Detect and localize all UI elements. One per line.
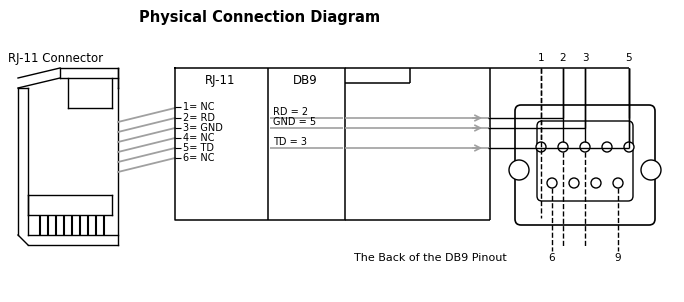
Text: 2= RD: 2= RD xyxy=(183,113,215,123)
Text: RJ-11 Connector: RJ-11 Connector xyxy=(8,52,103,65)
Text: RJ-11: RJ-11 xyxy=(205,74,235,87)
FancyBboxPatch shape xyxy=(537,121,633,201)
Text: 5= TD: 5= TD xyxy=(183,143,214,153)
Text: 4= NC: 4= NC xyxy=(183,133,215,143)
FancyBboxPatch shape xyxy=(515,105,655,225)
Text: 3: 3 xyxy=(581,53,588,63)
Text: 9: 9 xyxy=(615,253,621,263)
Text: 5: 5 xyxy=(626,53,632,63)
Circle shape xyxy=(591,178,601,188)
Text: RD = 2: RD = 2 xyxy=(273,107,308,117)
Text: 1: 1 xyxy=(538,53,544,63)
Circle shape xyxy=(641,160,661,180)
Text: The Back of the DB9 Pinout: The Back of the DB9 Pinout xyxy=(354,253,506,263)
Text: 6: 6 xyxy=(549,253,555,263)
Text: 6= NC: 6= NC xyxy=(183,153,215,163)
Circle shape xyxy=(569,178,579,188)
Text: 1= NC: 1= NC xyxy=(183,102,215,112)
Text: 3= GND: 3= GND xyxy=(183,123,223,133)
Text: 2: 2 xyxy=(560,53,566,63)
Circle shape xyxy=(509,160,529,180)
Text: DB9: DB9 xyxy=(293,74,317,87)
Circle shape xyxy=(613,178,623,188)
Circle shape xyxy=(558,142,568,152)
Circle shape xyxy=(602,142,612,152)
Circle shape xyxy=(624,142,634,152)
Text: Physical Connection Diagram: Physical Connection Diagram xyxy=(140,10,380,25)
Circle shape xyxy=(580,142,590,152)
Circle shape xyxy=(547,178,557,188)
Circle shape xyxy=(536,142,546,152)
Text: GND = 5: GND = 5 xyxy=(273,117,316,127)
Text: TD = 3: TD = 3 xyxy=(273,137,307,147)
